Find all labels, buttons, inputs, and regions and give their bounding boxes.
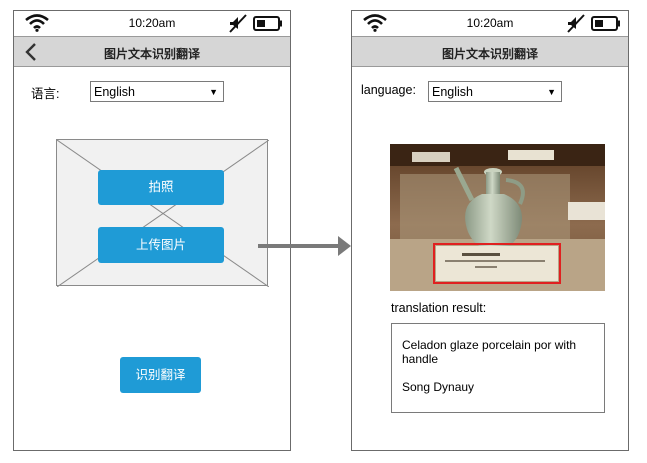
image-placeholder bbox=[56, 139, 269, 287]
uploaded-photo bbox=[390, 144, 605, 291]
image-placeholder-icon bbox=[57, 140, 269, 287]
language-select[interactable]: English ▼ bbox=[90, 81, 224, 102]
status-bar: 10:20am bbox=[14, 11, 290, 36]
take-photo-button[interactable]: 拍照 bbox=[98, 170, 224, 205]
title-bar: 图片文本识别翻译 bbox=[14, 36, 290, 67]
result-line: Celadon glaze porcelain por with handle bbox=[402, 338, 577, 366]
language-select-value: English bbox=[94, 85, 135, 99]
phone-screen-input: 10:20am 图片文本识别翻译 语言: English ▼ 拍照 上传图片 识… bbox=[13, 10, 291, 451]
chevron-left-icon[interactable] bbox=[23, 41, 39, 63]
status-bar: 10:20am bbox=[352, 11, 628, 36]
upload-image-button[interactable]: 上传图片 bbox=[98, 227, 224, 263]
arrow-right-icon bbox=[258, 236, 351, 256]
language-label: 语言: bbox=[31, 87, 60, 101]
mute-icon bbox=[229, 14, 247, 33]
result-line: Song Dynauy bbox=[402, 380, 475, 394]
language-select-value: English bbox=[432, 85, 473, 99]
result-label: translation result: bbox=[391, 301, 487, 315]
wifi-icon bbox=[25, 14, 49, 32]
status-time: 10:20am bbox=[128, 16, 176, 30]
page-title: 图片文本识别翻译 bbox=[441, 47, 538, 61]
language-select[interactable]: English ▼ bbox=[428, 81, 562, 102]
translation-result-box: Celadon glaze porcelain por with handle … bbox=[391, 323, 605, 413]
battery-icon bbox=[253, 16, 282, 31]
wifi-icon bbox=[363, 14, 387, 32]
page-title: 图片文本识别翻译 bbox=[103, 47, 200, 61]
battery-icon bbox=[591, 16, 620, 31]
status-time: 10:20am bbox=[466, 16, 514, 30]
triangle-down-icon: ▼ bbox=[547, 87, 556, 97]
title-bar: 图片文本识别翻译 bbox=[352, 36, 628, 67]
triangle-down-icon: ▼ bbox=[209, 87, 218, 97]
phone-screen-result: 10:20am 图片文本识别翻译 language: English ▼ bbox=[351, 10, 629, 451]
language-label: language: bbox=[361, 83, 416, 97]
mute-icon bbox=[567, 14, 585, 33]
recognize-translate-button[interactable]: 识别翻译 bbox=[120, 357, 201, 393]
